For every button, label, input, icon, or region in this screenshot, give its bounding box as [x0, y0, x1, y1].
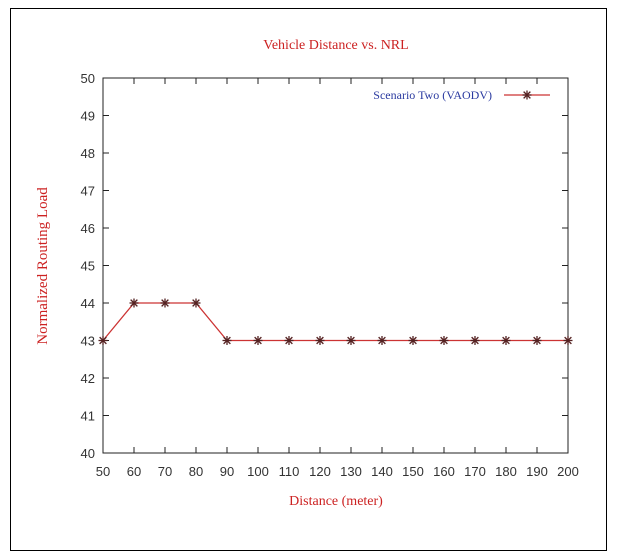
data-point	[377, 336, 387, 345]
y-tick-label: 43	[81, 334, 95, 349]
x-tick-label: 100	[247, 464, 269, 479]
data-point	[563, 336, 573, 345]
figure-frame	[10, 8, 607, 551]
y-axis-label: Normalized Routing Load	[35, 187, 51, 345]
x-tick-label: 150	[402, 464, 424, 479]
x-tick-label: 60	[127, 464, 141, 479]
legend-marker-glyph	[522, 90, 532, 100]
x-tick-label: 80	[189, 464, 203, 479]
x-axis-label: Distance (meter)	[289, 494, 383, 509]
x-tick-label: 140	[371, 464, 393, 479]
data-point	[501, 336, 511, 345]
series-layer	[98, 298, 573, 345]
data-point	[470, 336, 480, 345]
y-tick-label: 42	[81, 371, 95, 386]
x-axis-ticks: 50 60 70 80 90 100 110 120 130 140 150 160 170 180 190…	[96, 78, 579, 479]
x-tick-label: 70	[158, 464, 172, 479]
data-point	[532, 336, 542, 345]
legend-marker	[522, 90, 532, 100]
y-tick-label: 44	[81, 296, 95, 311]
x-tick-label: 190	[526, 464, 548, 479]
y-tick-label: 40	[81, 446, 95, 461]
data-point	[346, 336, 356, 345]
x-tick-label: 170	[464, 464, 486, 479]
x-tick-label: 180	[495, 464, 517, 479]
y-tick-label: 45	[81, 259, 95, 274]
data-point	[408, 336, 418, 345]
y-tick-label: 47	[81, 184, 95, 199]
data-point	[284, 336, 294, 345]
data-point	[98, 336, 108, 345]
y-tick-label: 50	[81, 71, 95, 86]
x-tick-label: 160	[433, 464, 455, 479]
data-point	[191, 298, 201, 308]
plot-area	[102, 77, 569, 454]
data-point	[439, 336, 449, 345]
data-point	[129, 298, 139, 308]
y-tick-label: 41	[81, 409, 95, 424]
y-tick-label: 49	[81, 109, 95, 124]
legend: Scenario Two (VAODV)	[373, 88, 550, 102]
data-point	[315, 336, 325, 345]
x-tick-label: 90	[220, 464, 234, 479]
y-tick-label: 48	[81, 146, 95, 161]
y-tick-label: 46	[81, 221, 95, 236]
legend-label: Scenario Two (VAODV)	[373, 88, 492, 102]
y-axis-ticks: 40 41 42 43 44 45 46 47 48 49 50	[81, 71, 568, 461]
data-point	[222, 336, 232, 345]
x-tick-label: 50	[96, 464, 110, 479]
data-point	[253, 336, 263, 345]
data-point	[160, 298, 170, 308]
x-tick-label: 130	[340, 464, 362, 479]
series-line	[102, 302, 568, 342]
chart-title: Vehicle Distance vs. NRL	[263, 38, 408, 53]
x-tick-label: 200	[557, 464, 579, 479]
x-tick-label: 120	[309, 464, 331, 479]
x-tick-label: 110	[279, 464, 300, 479]
